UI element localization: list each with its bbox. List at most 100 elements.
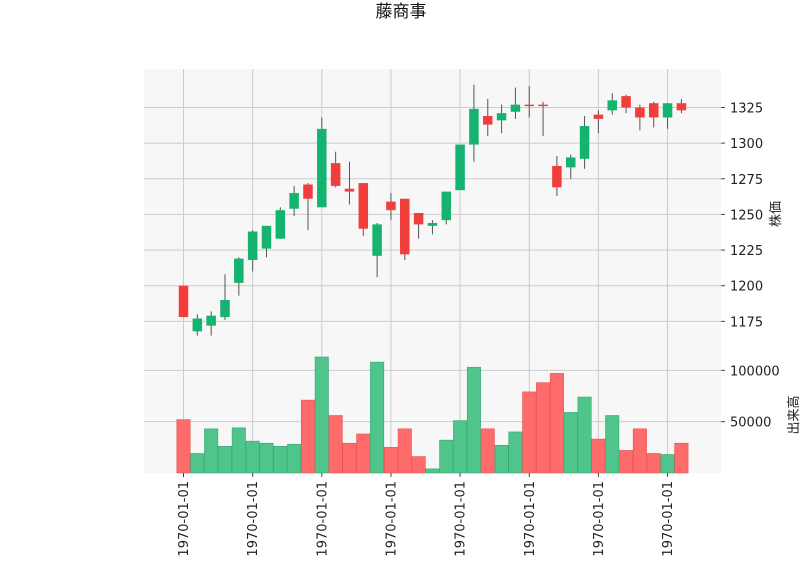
candle-body: [607, 100, 617, 111]
candle-body: [662, 103, 673, 118]
price-tick-label: 1200: [730, 280, 763, 295]
price-panel-background: [144, 69, 721, 357]
volume-bar: [383, 447, 398, 474]
candle-body: [593, 114, 604, 119]
volume-bar: [217, 446, 232, 474]
volume-bar: [328, 415, 343, 474]
candle-body: [275, 210, 286, 239]
candlestick: [455, 144, 465, 191]
volume-bar: [466, 366, 481, 474]
price-tick-label: 1250: [730, 208, 763, 223]
candlestick: [413, 213, 424, 239]
candlestick: [621, 94, 631, 114]
volume-bar: [397, 428, 412, 474]
volume-bar: [231, 427, 246, 474]
volume-tick-label: 50000: [730, 416, 771, 431]
volume-bar: [190, 453, 205, 474]
price-tick-label: 1325: [730, 101, 763, 116]
candlestick: [427, 220, 438, 235]
volume-bar: [439, 439, 454, 474]
volume-bar: [494, 444, 509, 474]
candlestick: [483, 98, 493, 137]
candlestick: [579, 116, 590, 169]
volume-bar: [536, 382, 551, 474]
volume-bar: [342, 442, 357, 474]
volume-bar: [300, 399, 315, 474]
candlestick: [676, 98, 687, 114]
volume-axis-label: 出来高: [786, 395, 800, 434]
candle-body: [206, 315, 216, 326]
candle-body: [552, 165, 562, 188]
candle-body: [234, 258, 244, 283]
candle-body: [455, 144, 465, 191]
candlesticks: [178, 84, 687, 336]
x-tick-label: 1970-01-01: [592, 481, 607, 557]
candle-body: [496, 113, 507, 121]
candle-body: [358, 183, 369, 229]
volume-bar: [646, 453, 661, 474]
volume-bar: [245, 440, 260, 474]
candle-body: [579, 126, 590, 159]
candlestick: [400, 198, 410, 261]
volume-bar: [425, 468, 440, 474]
price-tick-label: 1300: [730, 137, 763, 152]
volume-bar: [314, 356, 329, 474]
candlestick: [538, 101, 548, 137]
candle-body: [413, 213, 424, 225]
volume-bar: [591, 438, 606, 474]
x-tick-label: 1970-01-01: [246, 481, 261, 557]
candle-body: [510, 104, 521, 112]
candle-body: [621, 96, 631, 108]
volume-bar: [577, 396, 592, 474]
volume-bar: [356, 433, 371, 474]
chart-title: 藤商事: [376, 2, 427, 22]
price-axis-label: 株価: [769, 201, 784, 227]
volume-bar: [632, 428, 647, 474]
candlestick: [552, 155, 562, 196]
candlestick: [344, 161, 355, 205]
candle-body: [261, 225, 272, 249]
candle-body: [524, 104, 534, 107]
candlestick: [386, 193, 396, 221]
volume-bar: [619, 450, 634, 474]
candlestick: [524, 86, 534, 118]
volume-bar: [453, 420, 468, 474]
x-tick-label: 1970-01-01: [177, 481, 192, 557]
candle-body: [483, 116, 493, 125]
candlestick: [178, 285, 189, 318]
candle-body: [676, 103, 687, 111]
volume-bar: [273, 446, 288, 474]
candle-body: [372, 224, 382, 256]
candlestick: [206, 311, 216, 336]
candle-body: [220, 299, 230, 318]
candle-body: [330, 163, 341, 186]
volume-bar: [660, 454, 675, 474]
candle-body: [386, 201, 396, 211]
candle-body: [317, 128, 327, 208]
candle-body: [247, 231, 258, 261]
volume-bars: [176, 356, 689, 474]
volume-tick-label: 100000: [730, 364, 780, 379]
volume-bar: [508, 431, 523, 474]
x-tick-label: 1970-01-01: [454, 481, 469, 557]
candlestick: [648, 101, 659, 128]
axis-ticks: 1970-01-01 1970-01-01 1970-01-01 1970-01-01…: [177, 101, 780, 556]
candlestick: [358, 183, 369, 236]
candlestick: [234, 257, 244, 296]
candlestick: [496, 104, 507, 134]
candle-body: [441, 191, 452, 221]
candlestick: [261, 225, 272, 258]
price-tick-label: 1175: [730, 315, 763, 330]
candle-body: [400, 198, 410, 255]
candle-body: [635, 107, 645, 118]
candlestick: [330, 151, 341, 188]
volume-bar: [411, 456, 426, 474]
candle-body: [648, 103, 659, 118]
x-tick-label: 1970-01-01: [315, 481, 330, 557]
candle-body: [178, 285, 189, 318]
candle-body: [565, 157, 576, 168]
candle-body: [303, 184, 313, 199]
candlestick: [635, 104, 645, 131]
candlestick: [607, 93, 617, 115]
